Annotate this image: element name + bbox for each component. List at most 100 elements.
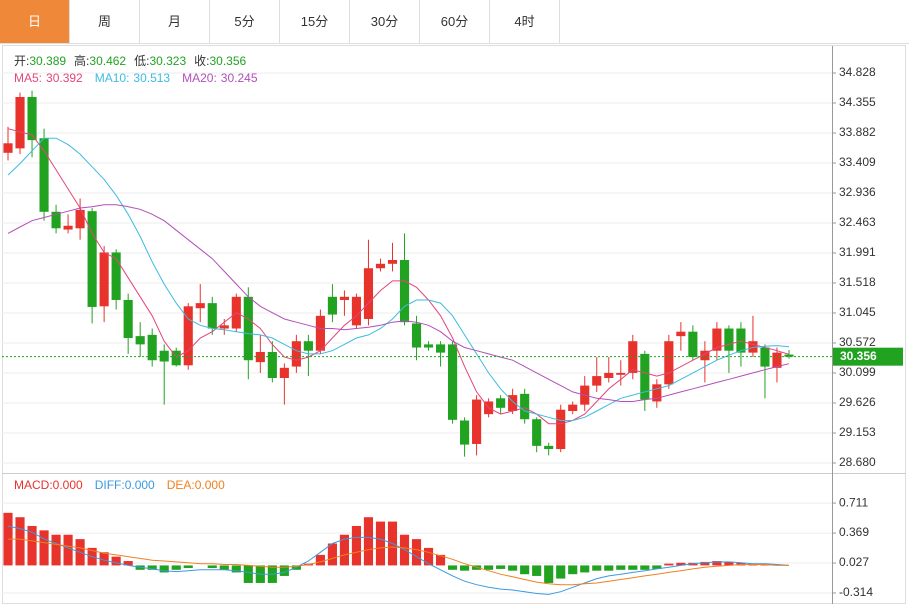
tab[interactable]: 15分 — [280, 0, 350, 43]
macd-bar — [147, 565, 157, 570]
ohlc-header: 开:30.389 高:30.462 低:30.323 收:30.356 — [14, 53, 247, 68]
macd-bar — [423, 547, 434, 566]
candle-body — [712, 328, 722, 351]
tab[interactable]: 60分 — [420, 0, 490, 43]
candle-body — [219, 325, 229, 329]
candle-body — [760, 347, 770, 367]
candle-body — [351, 296, 362, 326]
ma-legend-name: MA10: — [95, 71, 130, 85]
macd-bar — [568, 565, 578, 575]
tab[interactable]: 30分 — [350, 0, 420, 43]
y-tick-label: 32.936 — [839, 185, 876, 199]
macd-bar — [15, 517, 25, 566]
tab[interactable]: 月 — [140, 0, 210, 43]
macd-bar — [183, 565, 193, 569]
candle-body — [27, 96, 37, 141]
candle-body — [315, 315, 325, 351]
candle-body — [496, 398, 506, 408]
candle-body — [327, 296, 337, 315]
ohlc-value: 30.462 — [89, 54, 126, 68]
candle-body — [243, 296, 253, 361]
macd-bar — [363, 517, 374, 566]
macd-bar — [171, 565, 181, 570]
candle-body — [87, 211, 97, 307]
tab[interactable]: 5分 — [210, 0, 280, 43]
candle-body — [736, 328, 746, 353]
macd-bar — [712, 561, 722, 566]
last-price-box — [833, 347, 903, 366]
candle-body — [460, 420, 470, 445]
macd-bar — [351, 525, 362, 566]
y-tick-label: 28.680 — [839, 455, 876, 469]
candle-body — [520, 393, 530, 420]
candle-body — [75, 209, 85, 229]
y-tick-label: 34.355 — [839, 95, 876, 109]
candle-body — [303, 341, 313, 351]
y-tick-label: 33.409 — [839, 155, 876, 169]
ma-legend-value: 30.245 — [221, 71, 258, 85]
y-tick-label: 0.711 — [839, 495, 868, 509]
ohlc-value: 30.356 — [209, 54, 246, 68]
candle-body — [3, 143, 13, 153]
ma-line — [7, 137, 790, 421]
candle-body — [159, 350, 169, 362]
ma-line — [7, 204, 790, 402]
macd-bar — [435, 554, 446, 566]
ohlc-value: 30.323 — [149, 54, 186, 68]
ma-legend-name: MA20: — [182, 71, 217, 85]
candle-body — [51, 211, 61, 229]
candle-body — [387, 260, 398, 264]
y-tick-label: -0.314 — [839, 585, 873, 599]
candle-body — [664, 341, 674, 385]
macd-bar — [664, 563, 674, 566]
candle-body — [640, 353, 650, 400]
y-tick-label: 34.828 — [839, 65, 876, 79]
candle-body — [532, 419, 542, 446]
y-tick-label: 29.626 — [839, 395, 876, 409]
tab[interactable]: 4时 — [490, 0, 560, 43]
macd-bar — [27, 525, 37, 566]
chart-frame — [2, 45, 906, 604]
candle-body — [399, 260, 410, 323]
macd-bar — [39, 530, 49, 566]
ma-legend-name: MA5: — [14, 71, 42, 85]
macd-bar — [111, 556, 121, 566]
macd-bar — [496, 565, 506, 569]
candle-body — [111, 252, 121, 300]
macd-bar — [219, 565, 229, 570]
candle-body — [207, 303, 217, 329]
candle-body — [171, 350, 181, 366]
macd-legend-name: DEA: — [167, 478, 195, 492]
macd-bar — [51, 534, 61, 566]
candle-body — [472, 399, 482, 444]
candle-body — [267, 351, 277, 378]
candle-body — [63, 225, 73, 230]
candle-body — [195, 303, 205, 309]
macd-legend-name: DIFF: — [95, 478, 125, 492]
macd-bar — [580, 565, 590, 573]
candle-body — [375, 263, 386, 269]
ohlc-label: 收: — [194, 54, 209, 68]
candle-body — [435, 344, 446, 353]
macd-legend-value: 0.000 — [195, 478, 225, 492]
candle-body — [279, 367, 289, 378]
macd-bar — [652, 565, 662, 569]
macd-bar — [327, 543, 337, 566]
tab[interactable]: 日 — [0, 0, 70, 43]
tab[interactable]: 周 — [70, 0, 140, 43]
y-tick-label: 30.572 — [839, 335, 876, 349]
macd-bar — [339, 534, 349, 566]
macd-bar — [123, 561, 133, 566]
candle-body — [544, 445, 554, 450]
candle-body — [508, 395, 518, 411]
macd-bar — [616, 565, 626, 570]
macd-legend: MACD:0.000 DIFF:0.000 DEA:0.000 — [14, 478, 225, 492]
candle-body — [135, 336, 145, 345]
macd-bar — [279, 565, 289, 576]
candle-body — [123, 299, 133, 339]
macd-bar — [556, 565, 566, 579]
macd-bar — [448, 565, 458, 570]
macd-bar — [724, 561, 734, 566]
